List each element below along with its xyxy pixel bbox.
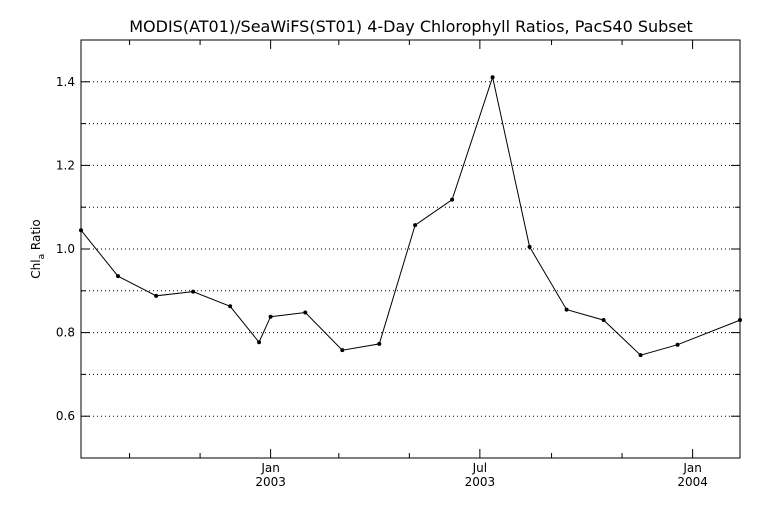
x-tick-label-year: 2003 (465, 475, 496, 489)
y-axis: 0.6 0.8 1.0 1.2 1.4 (56, 75, 740, 459)
x-tick-label-month: Jan (682, 461, 702, 475)
data-point (340, 348, 345, 353)
data-point (527, 244, 532, 249)
x-tick-label-month: Jul (472, 461, 487, 475)
y-tick-label: 0.8 (56, 326, 75, 340)
data-point (303, 310, 308, 315)
data-point (450, 197, 455, 202)
y-axis-label: Chla Ratio (29, 219, 47, 278)
y-axis-label-rest: Ratio (29, 219, 43, 254)
y-tick-label: 1.4 (56, 75, 75, 89)
chart-title: MODIS(AT01)/SeaWiFS(ST01) 4-Day Chloroph… (129, 17, 693, 36)
series-layer (79, 75, 742, 358)
data-point (490, 75, 495, 80)
data-point (228, 304, 233, 309)
data-point (257, 340, 262, 345)
data-point (115, 274, 120, 279)
data-point (738, 318, 742, 323)
x-tick-label-month: Jan (260, 461, 280, 475)
y-tick-label: 1.0 (56, 242, 75, 256)
x-tick-label-year: 2003 (255, 475, 286, 489)
y-tick-label: 0.6 (56, 409, 75, 423)
data-point (268, 314, 273, 319)
data-point (154, 293, 159, 298)
x-tick-label-year: 2004 (677, 475, 708, 489)
data-point (79, 228, 83, 233)
y-tick-label: 1.2 (56, 158, 75, 172)
data-point (377, 341, 382, 346)
data-point (675, 342, 680, 347)
data-point (564, 307, 569, 312)
y-axis-label-subscript: a (37, 254, 47, 260)
data-point (413, 223, 418, 228)
data-point (191, 289, 196, 294)
series-line (80, 75, 741, 356)
data-point (601, 318, 606, 323)
data-point (638, 353, 643, 358)
gridlines (81, 81, 740, 417)
y-axis-label-main: Chl (29, 259, 43, 278)
